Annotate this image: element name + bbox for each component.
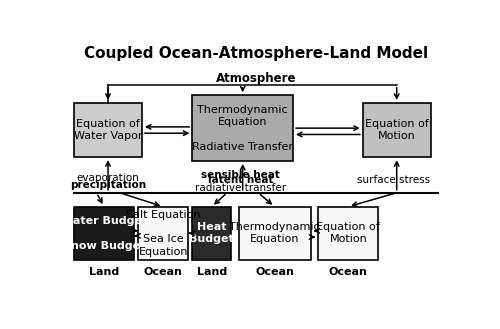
Text: Equation of
Motion: Equation of Motion — [365, 119, 428, 141]
Text: precipitation: precipitation — [70, 180, 146, 190]
Text: Land: Land — [196, 267, 227, 277]
Text: Heat
Budget: Heat Budget — [190, 222, 234, 244]
FancyBboxPatch shape — [192, 95, 293, 161]
FancyBboxPatch shape — [74, 207, 134, 260]
Text: Atmosphere: Atmosphere — [216, 72, 296, 85]
FancyBboxPatch shape — [239, 207, 310, 260]
FancyBboxPatch shape — [74, 103, 142, 157]
Text: Salt Equation

Sea Ice
Equation: Salt Equation Sea Ice Equation — [126, 210, 200, 257]
Text: surface stress: surface stress — [357, 175, 430, 185]
Text: Water Budget

Snow Budget: Water Budget Snow Budget — [61, 216, 148, 251]
FancyBboxPatch shape — [138, 207, 188, 260]
Text: Ocean: Ocean — [255, 267, 294, 277]
Text: Coupled Ocean-Atmosphere-Land Model: Coupled Ocean-Atmosphere-Land Model — [84, 46, 428, 61]
Text: Ocean: Ocean — [144, 267, 182, 277]
Text: Thermodynamic
Equation: Thermodynamic Equation — [230, 222, 320, 244]
Text: Equation of
Water Vapor: Equation of Water Vapor — [74, 119, 142, 141]
Text: Thermodynamic
Equation

Radiative Transfer: Thermodynamic Equation Radiative Transfe… — [192, 105, 293, 152]
Text: radiative transfer: radiative transfer — [195, 183, 286, 193]
Text: Ocean: Ocean — [329, 267, 368, 277]
Text: Equation of
Motion: Equation of Motion — [316, 222, 380, 244]
Text: Land: Land — [89, 267, 120, 277]
Text: latent heat: latent heat — [208, 175, 274, 185]
FancyBboxPatch shape — [363, 103, 430, 157]
FancyBboxPatch shape — [318, 207, 378, 260]
Text: sensible heat: sensible heat — [202, 170, 280, 180]
FancyBboxPatch shape — [192, 207, 231, 260]
Text: evaporation: evaporation — [77, 172, 140, 183]
